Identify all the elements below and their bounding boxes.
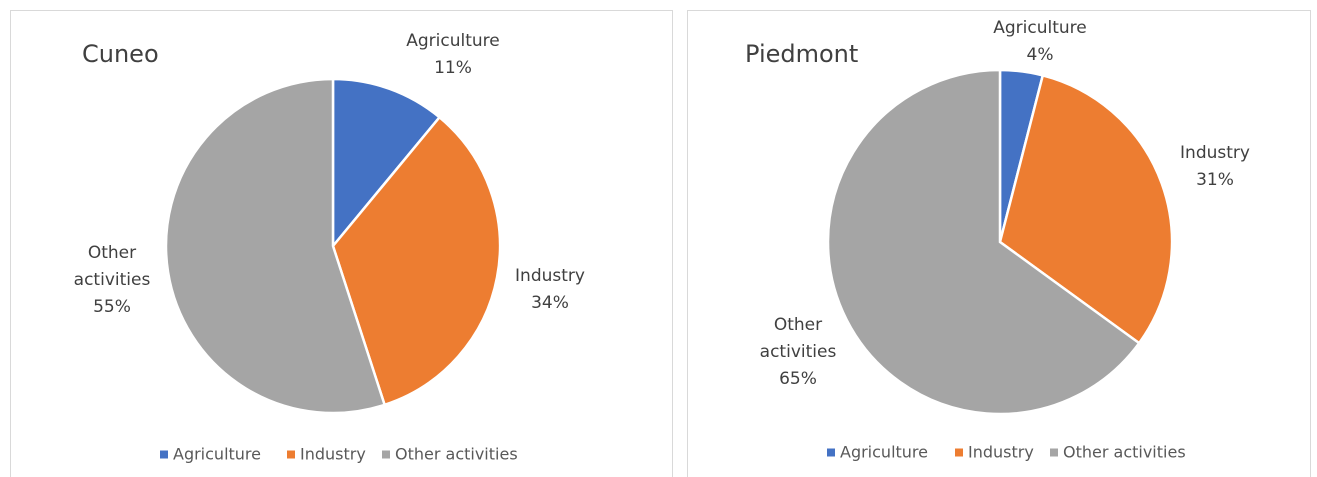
legend-swatch	[287, 450, 295, 458]
legend-item: Other activities	[1050, 443, 1186, 462]
chart-panel	[10, 10, 673, 477]
legend-item: Agriculture	[160, 445, 261, 464]
legend-swatch	[1050, 448, 1058, 456]
chart-title: Cuneo	[82, 40, 159, 68]
label-value: 34%	[531, 293, 569, 313]
label-name: Other activities	[759, 315, 837, 362]
pie-slice	[998, 73, 1174, 345]
chart-panel	[687, 10, 1311, 477]
label-name: Industry	[515, 266, 585, 286]
data-label: Other activities 65%	[743, 312, 853, 393]
label-value: 4%	[1026, 45, 1054, 65]
legend-label: Industry	[300, 444, 366, 464]
legend-item: Industry	[955, 443, 1034, 462]
pie-slice	[331, 77, 442, 250]
data-label: Agriculture 11%	[398, 28, 508, 82]
label-name: Other activities	[73, 243, 151, 290]
legend-label: Agriculture	[173, 444, 261, 464]
label-value: 55%	[93, 297, 131, 317]
data-label: Industry 31%	[1160, 140, 1270, 194]
legend-label: Industry	[968, 442, 1034, 462]
label-value: 65%	[779, 369, 817, 389]
label-name: Agriculture	[406, 31, 500, 51]
data-label: Agriculture 4%	[985, 15, 1095, 69]
label-value: 31%	[1196, 170, 1234, 190]
data-label: Industry 34%	[495, 263, 605, 317]
legend-item: Other activities	[382, 445, 518, 464]
label-name: Industry	[1180, 143, 1250, 163]
pie-slice	[164, 77, 387, 415]
label-value: 11%	[434, 58, 472, 78]
pie-slice	[331, 115, 502, 407]
data-label: Other activities 55%	[57, 240, 167, 321]
chart-title: Piedmont	[745, 40, 859, 68]
label-name: Agriculture	[993, 18, 1087, 38]
legend-swatch	[382, 450, 390, 458]
legend-swatch	[955, 448, 963, 456]
legend-label: Other activities	[395, 444, 518, 464]
pie-slice	[826, 68, 1141, 416]
legend-swatch	[160, 450, 168, 458]
legend-item: Agriculture	[827, 443, 928, 462]
legend-label: Other activities	[1063, 442, 1186, 462]
legend-label: Agriculture	[840, 442, 928, 462]
legend-item: Industry	[287, 445, 366, 464]
legend-swatch	[827, 448, 835, 456]
